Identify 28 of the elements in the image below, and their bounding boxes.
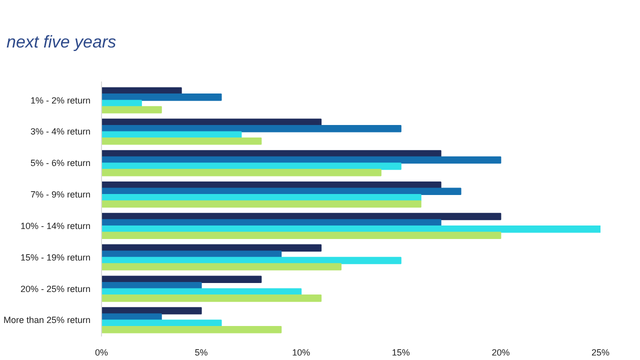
y-tick-label: 15% - 19% return — [20, 252, 91, 262]
bar — [102, 94, 222, 101]
x-tick-label: 5% — [194, 348, 208, 358]
y-tick-label: 20% - 25% return — [20, 284, 91, 294]
y-tick-label: 1% - 2% return — [30, 95, 91, 106]
bar — [102, 138, 262, 145]
y-tick-label: 10% - 14% return — [20, 220, 91, 231]
bar — [102, 162, 402, 170]
x-tick-label: 20% — [492, 348, 510, 358]
y-tick-label: 7% - 9% return — [30, 190, 91, 200]
bar — [102, 232, 502, 240]
bar — [102, 200, 422, 208]
bar — [102, 263, 342, 270]
bar — [102, 106, 162, 114]
bar — [102, 294, 322, 302]
y-tick-label: 5% - 6% return — [30, 158, 91, 168]
bar — [102, 168, 382, 176]
x-tick-label: 15% — [392, 348, 410, 358]
bar — [102, 307, 202, 314]
chart-title: next five years — [6, 32, 117, 52]
y-tick-label: 3% - 4% return — [30, 126, 91, 137]
bar — [102, 276, 262, 283]
x-tick-label: 10% — [292, 348, 310, 358]
x-tick-label: 0% — [94, 348, 108, 358]
x-tick-label: 25% — [591, 348, 610, 358]
bar — [102, 326, 282, 334]
y-tick-label: More than 25% return — [3, 315, 90, 326]
bar — [102, 124, 402, 132]
